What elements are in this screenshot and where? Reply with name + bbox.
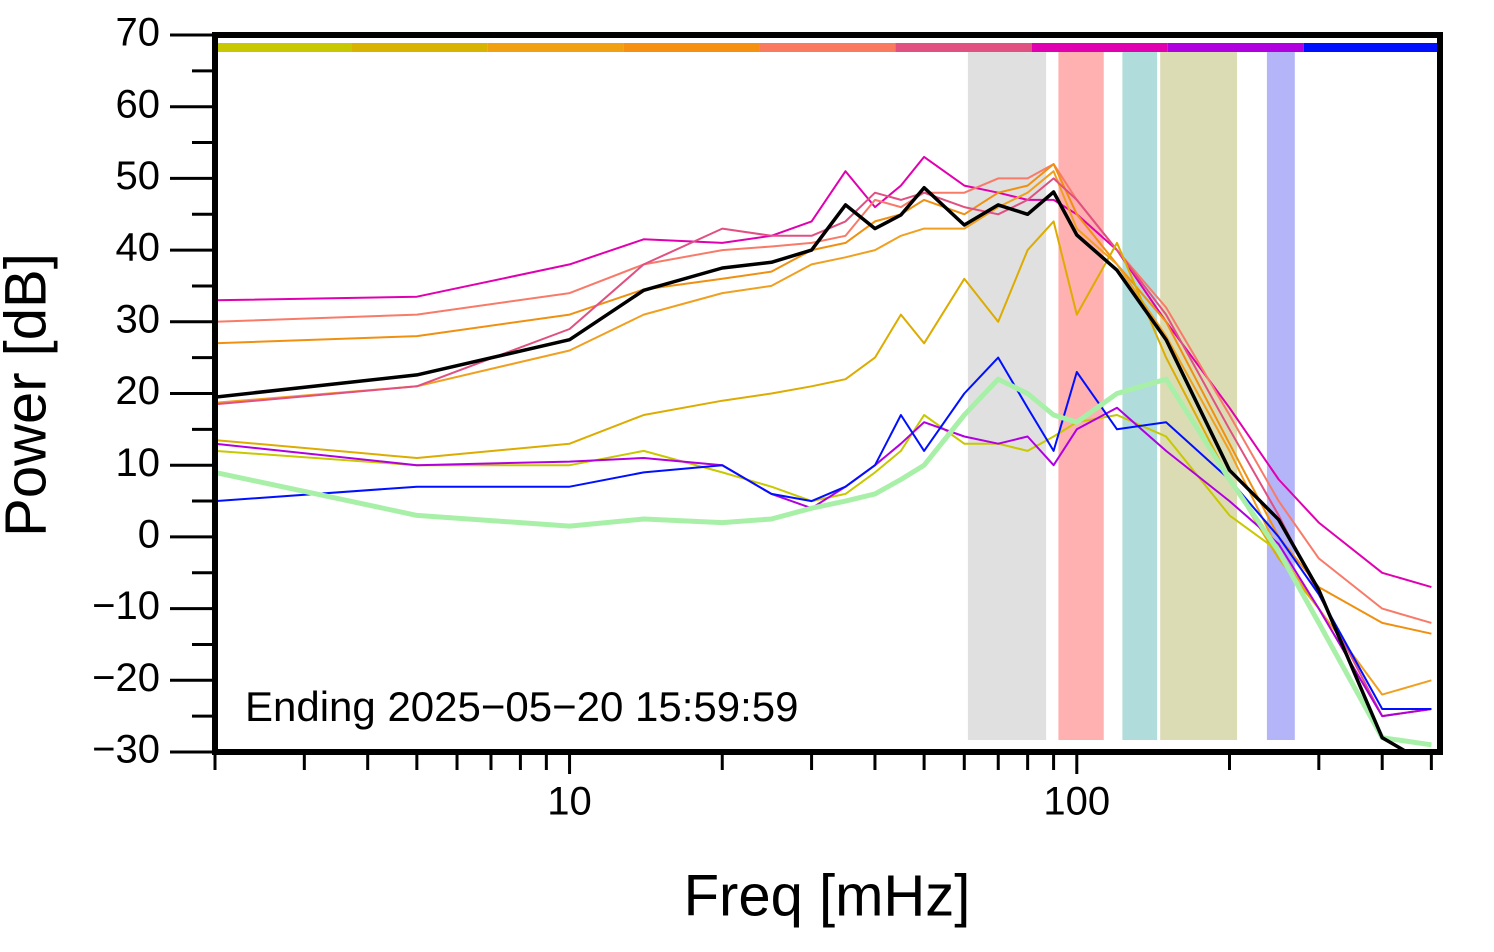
top-bar-segment (351, 43, 488, 52)
y-tick-label: 0 (138, 512, 160, 556)
series-line (215, 185, 1411, 752)
bands (967, 52, 1295, 740)
series-line (215, 177, 1432, 718)
y-tick-label: 70 (116, 11, 161, 55)
y-axis-label: Power [dB] (0, 253, 58, 537)
top-bar (215, 43, 1440, 52)
annotation: Ending 2025−05−20 15:59:59 (245, 683, 799, 730)
series-line (215, 170, 1432, 696)
x-tick-label: 10 (547, 780, 592, 824)
y-tick-label: 40 (116, 226, 161, 270)
x-axis-label: Freq [mHz] (684, 863, 971, 928)
frequency-band (1266, 52, 1295, 740)
frequency-band (1058, 52, 1104, 740)
series-line (215, 155, 1432, 589)
top-bar-segment (487, 43, 624, 52)
y-tick-label: 10 (116, 441, 161, 485)
top-bar-segment (623, 43, 760, 52)
series-line (215, 163, 1432, 624)
series-line (215, 406, 1432, 718)
series-line (215, 220, 1432, 718)
frequency-band (1122, 52, 1158, 740)
y-tick-label: −10 (92, 584, 160, 628)
y-tick-label: 60 (116, 82, 161, 126)
y-tick-label: −20 (92, 656, 160, 700)
top-bar-segment (1167, 43, 1304, 52)
top-bar-segment (1303, 43, 1440, 52)
y-tick-label: 50 (116, 154, 161, 198)
series-line (215, 414, 1432, 746)
y-tick-label: −30 (92, 728, 160, 772)
lines (215, 155, 1432, 752)
top-bar-segment (895, 43, 1032, 52)
top-bar-segment (759, 43, 896, 52)
series-line (215, 356, 1432, 710)
series-line (215, 163, 1432, 635)
top-bar-segment (215, 43, 352, 52)
plot-frame (212, 32, 1443, 755)
y-tick-label: 20 (116, 369, 161, 413)
y-tick-label: 30 (116, 297, 161, 341)
x-tick-label: 100 (1043, 780, 1110, 824)
series-line (215, 376, 1432, 748)
top-bar-segment (1031, 43, 1168, 52)
